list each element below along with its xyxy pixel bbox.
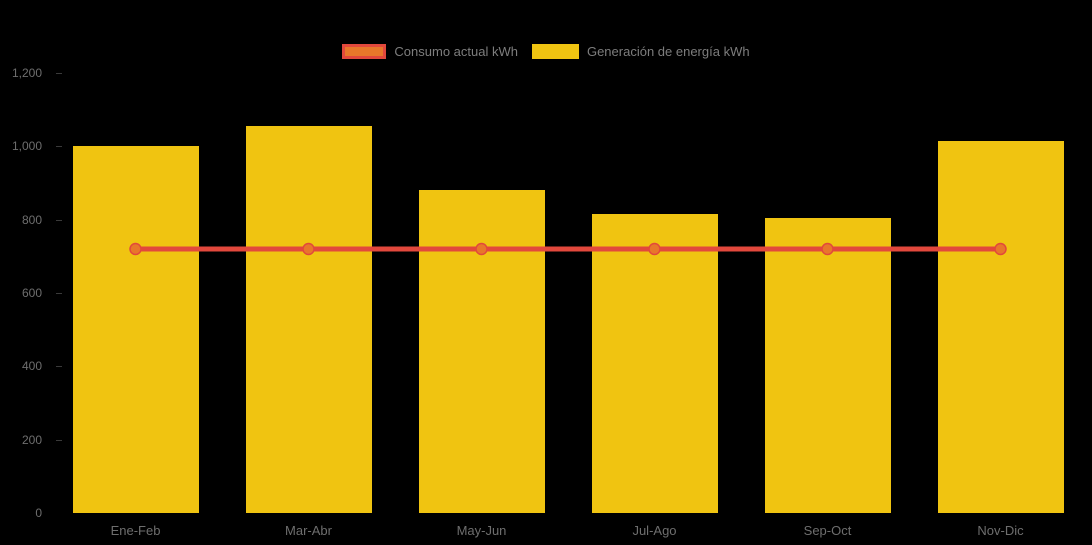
y-axis-tick-label: 600 (21, 286, 42, 300)
y-axis-tick-mark (56, 219, 62, 221)
y-axis-tick-label: 200 (21, 432, 42, 447)
consumption-line-marker[interactable] (821, 242, 834, 256)
legend-label-generacion-energia: Generación de energía kWh (586, 44, 750, 59)
y-axis-tick-mark (56, 366, 62, 368)
y-axis-tick-mark (56, 439, 62, 441)
consumption-line-marker[interactable] (129, 242, 142, 256)
bar-sep-oct[interactable] (764, 217, 891, 513)
y-axis-tick-label: 1,200 (11, 66, 42, 80)
bar-mar-abr[interactable] (245, 126, 372, 513)
legend-item-consumo-actual[interactable]: Consumo actual kWh (342, 44, 518, 59)
legend-line-swatch (342, 44, 387, 59)
consumption-line-marker[interactable] (648, 242, 661, 256)
bar-ene-feb[interactable] (72, 146, 199, 513)
bar-nov-dic[interactable] (937, 140, 1064, 513)
y-axis-tick-label: 800 (21, 212, 42, 227)
y-axis-tick-mark (56, 73, 62, 74)
consumption-line-marker[interactable] (475, 242, 488, 256)
bar-jul-ago[interactable] (591, 214, 718, 513)
legend-item-generacion-energia[interactable]: Generación de energía kWh (531, 44, 750, 59)
consumption-line-marker[interactable] (994, 242, 1007, 256)
legend-bar-swatch (531, 44, 579, 59)
legend-label-consumo-actual: Consumo actual kWh (394, 44, 518, 59)
y-axis-tick-label: 400 (21, 359, 42, 374)
y-axis: 0 200 400 600 800 1,000 1,200 (0, 0, 62, 545)
chart-legend: Consumo actual kWh Generación de energía… (0, 44, 1092, 59)
y-axis-tick-mark (56, 146, 62, 148)
consumption-line-marker[interactable] (302, 242, 315, 256)
y-axis-tick-label: 1,000 (11, 139, 42, 154)
y-axis-tick-label: 0 (35, 506, 42, 520)
y-axis-tick-mark (56, 293, 62, 294)
